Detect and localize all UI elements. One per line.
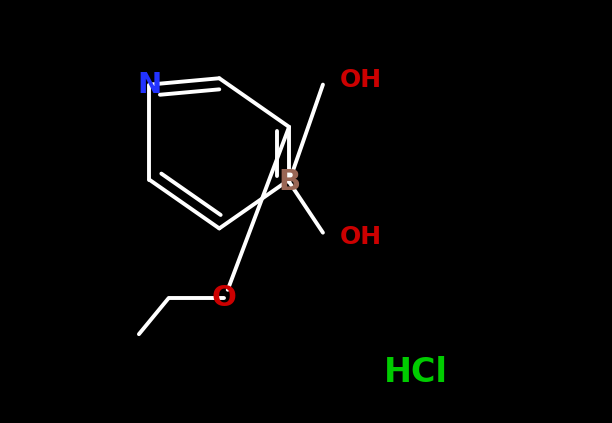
Text: OH: OH: [340, 225, 382, 249]
Text: OH: OH: [340, 69, 382, 92]
Text: B: B: [278, 168, 300, 196]
Text: O: O: [211, 284, 236, 312]
Text: N: N: [137, 71, 162, 99]
Text: HCl: HCl: [384, 356, 448, 389]
